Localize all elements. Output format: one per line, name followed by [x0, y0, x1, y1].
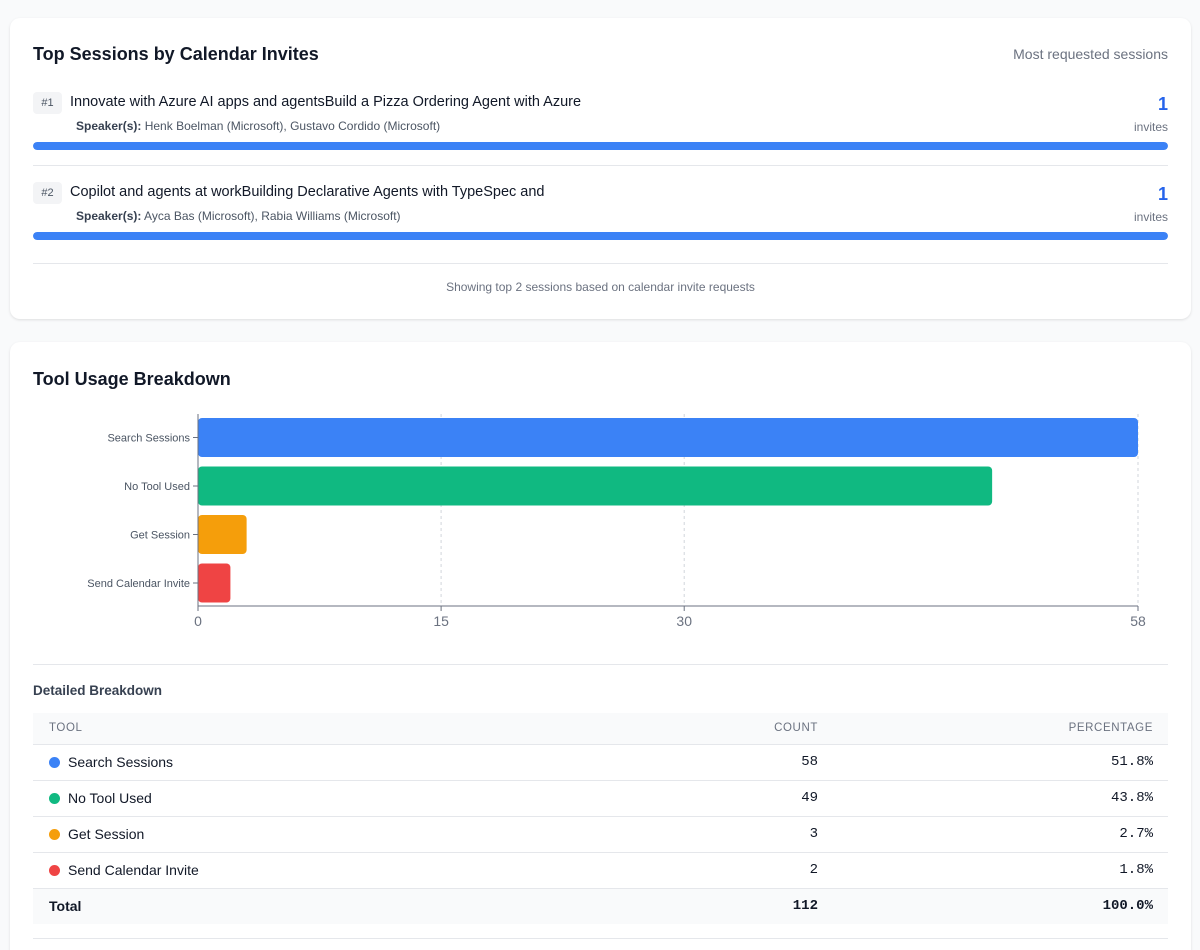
speakers-names: Henk Boelman (Microsoft), Gustavo Cordid…: [144, 119, 441, 133]
legend-dot-icon: [49, 757, 60, 768]
top-sessions-card: Top Sessions by Calendar Invites Most re…: [10, 18, 1191, 319]
detailed-breakdown-title: Detailed Breakdown: [33, 683, 163, 698]
total-percentage: 100.0%: [818, 888, 1168, 924]
tool-usage-title: Tool Usage Breakdown: [33, 369, 231, 389]
header-percentage: PERCENTAGE: [818, 713, 1168, 745]
invite-progress-track: [33, 232, 1168, 240]
chart-bar: [198, 418, 1138, 457]
session-speakers: Speaker(s): Henk Boelman (Microsoft), Gu…: [76, 119, 440, 133]
rank-badge: #2: [33, 182, 62, 204]
speakers-names: Ayca Bas (Microsoft), Rabia Williams (Mi…: [144, 209, 401, 223]
table-row: Send Calendar Invite 2 1.8%: [33, 852, 1168, 889]
invite-count: 1: [1157, 184, 1168, 204]
tool-percentage: 51.8%: [818, 744, 1168, 781]
chart-tick-label: 30: [676, 613, 692, 629]
chart-divider: [33, 664, 1168, 665]
tool-name: Search Sessions: [68, 754, 174, 770]
footnote-divider: [33, 263, 1168, 264]
top-sessions-subtitle: Most requested sessions: [1013, 46, 1168, 62]
top-sessions-footnote: Showing top 2 sessions based on calendar…: [446, 280, 755, 294]
speakers-label: Speaker(s):: [76, 209, 142, 223]
breakdown-table: TOOL COUNT PERCENTAGE Search Sessions 58…: [33, 713, 1168, 924]
tool-count: 3: [618, 816, 818, 853]
table-row: No Tool Used 49 43.8%: [33, 780, 1168, 817]
tool-count: 2: [618, 852, 818, 889]
total-label: Total: [33, 888, 618, 924]
legend-dot-icon: [49, 829, 60, 840]
header-count: COUNT: [618, 713, 818, 745]
tool-usage-bar-chart: Search Sessions No Tool Used Get Session Se…: [87, 414, 1146, 629]
tool-count: 58: [618, 744, 818, 781]
invite-progress-fill: [33, 142, 1168, 150]
table-header-row: TOOL COUNT PERCENTAGE: [33, 713, 1168, 745]
chart-tick-label: 15: [433, 613, 449, 629]
session-title: Copilot and agents at workBuilding Decla…: [70, 184, 545, 200]
legend-dot-icon: [49, 793, 60, 804]
speakers-label: Speaker(s):: [76, 119, 142, 133]
chart-tick-label: 58: [1130, 613, 1146, 629]
header-tool: TOOL: [33, 713, 618, 745]
top-sessions-title: Top Sessions by Calendar Invites: [33, 44, 319, 64]
invite-progress-track: [33, 142, 1168, 150]
chart-bar: [198, 466, 993, 506]
invite-unit: invites: [1133, 120, 1168, 134]
session-divider: [33, 165, 1168, 166]
table-row: Search Sessions 58 51.8%: [33, 744, 1168, 781]
tool-name: No Tool Used: [68, 790, 152, 806]
tool-percentage: 43.8%: [818, 780, 1168, 817]
chart-bar: [198, 563, 231, 603]
table-bottom-divider: [33, 938, 1168, 939]
tool-name: Get Session: [68, 826, 145, 842]
total-count: 112: [618, 888, 818, 924]
chart-category-label: Send Calendar Invite: [87, 578, 190, 590]
invite-unit: invites: [1133, 210, 1168, 224]
tool-percentage: 1.8%: [818, 852, 1168, 889]
invite-count: 1: [1157, 94, 1168, 114]
table-row: Get Session 3 2.7%: [33, 816, 1168, 853]
chart-bar: [198, 515, 247, 554]
tool-percentage: 2.7%: [818, 816, 1168, 853]
tool-count: 49: [618, 780, 818, 817]
invite-progress-fill: [33, 232, 1168, 240]
rank-badge: #1: [33, 92, 62, 114]
chart-category-label: No Tool Used: [124, 481, 190, 493]
chart-category-label: Search Sessions: [107, 433, 190, 445]
chart-tick-label: 0: [194, 613, 202, 629]
legend-dot-icon: [49, 865, 60, 876]
session-speakers: Speaker(s): Ayca Bas (Microsoft), Rabia …: [76, 209, 401, 223]
tool-name: Send Calendar Invite: [68, 862, 199, 878]
chart-category-label: Get Session: [130, 530, 190, 542]
table-total-row: Total 112 100.0%: [33, 888, 1168, 924]
session-title: Innovate with Azure AI apps and agentsBu…: [70, 94, 582, 110]
tool-usage-card: Tool Usage Breakdown Search Sessions No T…: [10, 342, 1191, 950]
